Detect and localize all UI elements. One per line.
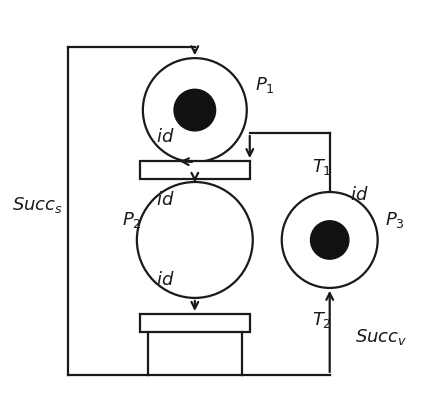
Text: $P_3$: $P_3$ <box>385 210 405 230</box>
Circle shape <box>174 89 216 131</box>
Text: $T_2$: $T_2$ <box>312 310 331 330</box>
Text: $id$: $id$ <box>156 128 174 146</box>
Text: $P_2$: $P_2$ <box>122 210 141 230</box>
Circle shape <box>311 221 349 259</box>
Text: $T_1$: $T_1$ <box>312 157 332 177</box>
Text: $id$: $id$ <box>156 271 174 289</box>
Text: $id$: $id$ <box>156 191 174 209</box>
Text: $P_1$: $P_1$ <box>255 75 274 95</box>
Bar <box>140 314 250 332</box>
Text: $Succ_s$: $Succ_s$ <box>12 195 63 215</box>
Bar <box>140 161 250 179</box>
Text: $Succ_v$: $Succ_v$ <box>354 327 407 347</box>
Text: $id$: $id$ <box>350 186 369 204</box>
